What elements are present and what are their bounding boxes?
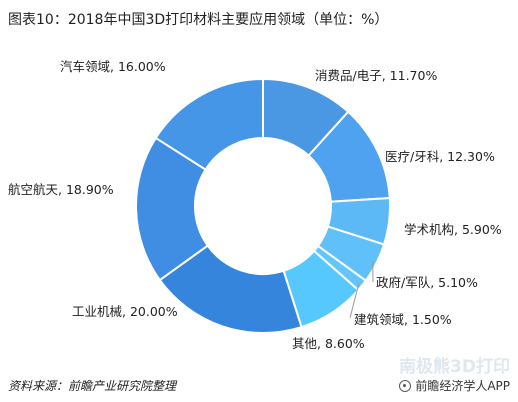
slice-8 bbox=[135, 136, 210, 282]
slice-label-7: 工业机械, 20.00% bbox=[72, 304, 178, 319]
leader-line-5 bbox=[349, 282, 360, 319]
donut-slices bbox=[135, 77, 391, 334]
slice-9 bbox=[154, 77, 264, 171]
app-name: 前瞻经济学人APP bbox=[415, 379, 510, 393]
app-logo-icon bbox=[399, 379, 412, 392]
slice-label-9: 汽车领域, 16.00% bbox=[60, 59, 166, 74]
chart-title: 图表10：2018年中国3D打印材料主要应用领域（单位：%） bbox=[8, 12, 389, 28]
slice-label-8: 航空航天, 18.90% bbox=[8, 182, 114, 197]
leader-lines bbox=[349, 261, 374, 319]
source-note: 资料来源：前瞻产业研究院整理 bbox=[8, 379, 177, 393]
watermark-text: 南极熊3D打印 bbox=[399, 357, 510, 377]
slice-label-6: 其他, 8.60% bbox=[292, 336, 365, 351]
app-credit: 前瞻经济学人APP bbox=[399, 377, 510, 394]
slice-label-1: 消费品/电子, 11.70% bbox=[315, 68, 438, 83]
slice-label-4: 政府/军队, 5.10% bbox=[376, 275, 478, 290]
slice-label-3: 学术机构, 5.90% bbox=[404, 222, 502, 237]
slice-label-5: 建筑领域, 1.50% bbox=[354, 312, 452, 327]
slice-label-2: 医疗/牙科, 12.30% bbox=[385, 149, 495, 164]
